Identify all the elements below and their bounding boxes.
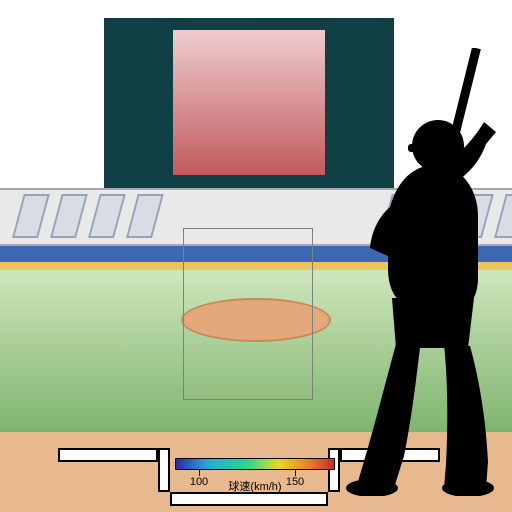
speed-legend: 100150 球速(km/h) <box>170 458 340 494</box>
speed-legend-bar <box>175 458 335 470</box>
legend-tick-label: 150 <box>286 476 304 488</box>
batter-silhouette <box>296 48 512 496</box>
batter-box-line <box>58 448 158 462</box>
strike-zone <box>183 228 313 400</box>
batter-box-line <box>158 448 170 492</box>
pitch-location-diagram: 100150 球速(km/h) <box>0 0 512 512</box>
legend-tick-label: 100 <box>190 476 208 488</box>
